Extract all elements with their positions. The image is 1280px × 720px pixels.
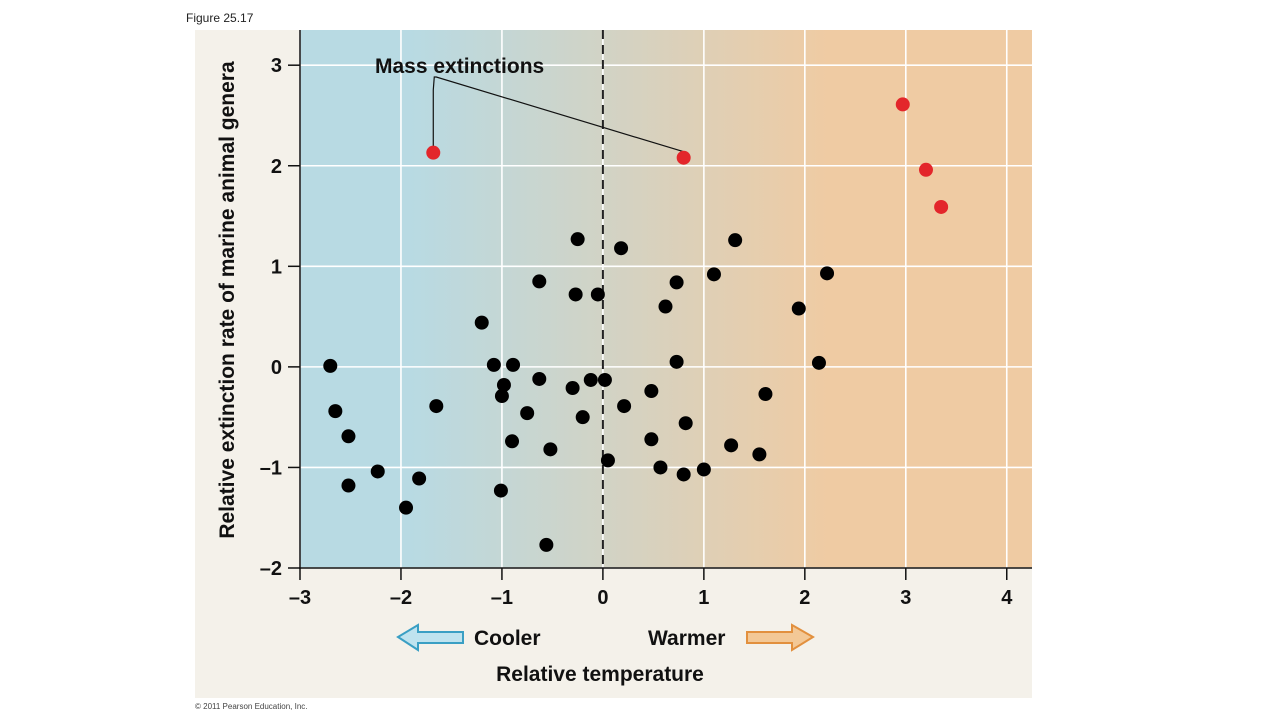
x-axis-title: Relative temperature <box>496 663 704 686</box>
data-point <box>669 275 684 290</box>
data-points <box>323 97 949 552</box>
data-point <box>791 301 806 316</box>
x-tick-label: 3 <box>900 587 911 609</box>
y-tick-label: –2 <box>260 558 282 580</box>
data-point <box>644 384 659 399</box>
y-tick-label: –1 <box>260 457 282 479</box>
x-tick-label: –2 <box>390 587 412 609</box>
data-point <box>341 478 356 493</box>
cooler-label: Cooler <box>474 627 541 650</box>
data-point <box>653 460 668 475</box>
figure-label: Figure 25.17 <box>186 11 254 25</box>
data-point <box>532 371 547 386</box>
warmer-label: Warmer <box>648 627 725 650</box>
y-tick-label: 1 <box>271 256 282 278</box>
data-point <box>328 404 343 419</box>
data-point <box>568 287 583 302</box>
data-point <box>412 471 427 486</box>
data-point <box>617 399 632 414</box>
cooler-arrow-icon <box>396 623 464 652</box>
x-tick-label: 0 <box>597 587 608 609</box>
data-point <box>520 406 535 421</box>
data-point <box>583 372 598 387</box>
y-tick-label: 3 <box>271 55 282 77</box>
annotation-leader-line <box>432 76 684 153</box>
data-point <box>724 438 739 453</box>
data-point <box>696 462 711 477</box>
data-point <box>506 357 521 372</box>
data-point <box>811 355 826 370</box>
y-axis-title: Relative extinction rate of marine anima… <box>216 61 239 539</box>
data-point <box>658 299 673 314</box>
annotation: Mass extinctions <box>375 55 684 153</box>
tick-labels: –3 –2 –1 0 1 2 3 4 –2 –1 0 1 2 3 <box>260 55 1013 609</box>
x-tick-label: 1 <box>698 587 709 609</box>
x-tick-label: –1 <box>491 587 513 609</box>
data-point <box>565 380 580 395</box>
plot-background <box>300 30 1032 568</box>
data-point <box>644 432 659 447</box>
data-point <box>539 537 554 552</box>
data-point <box>399 500 414 515</box>
data-point <box>429 399 444 414</box>
data-point <box>676 150 691 165</box>
data-point <box>496 377 511 392</box>
data-point <box>820 266 835 281</box>
axes <box>288 30 1032 580</box>
data-point <box>493 483 508 498</box>
data-point <box>323 358 338 373</box>
data-point <box>728 233 743 248</box>
data-point <box>669 354 684 369</box>
data-point <box>614 241 629 256</box>
annotation-mass-extinctions: Mass extinctions <box>375 55 544 78</box>
data-point <box>597 372 612 387</box>
data-point <box>370 464 385 479</box>
data-point <box>570 232 585 247</box>
data-point <box>895 97 910 112</box>
data-point <box>590 287 605 302</box>
data-point <box>600 453 615 468</box>
copyright-notice: © 2011 Pearson Education, Inc. <box>195 702 308 711</box>
data-point <box>474 315 489 330</box>
data-point <box>752 447 767 462</box>
data-point <box>426 145 441 160</box>
data-point <box>486 357 501 372</box>
data-point <box>543 442 558 457</box>
data-point <box>758 387 773 402</box>
data-point <box>532 274 547 289</box>
y-tick-label: 0 <box>271 357 282 379</box>
data-point <box>341 429 356 444</box>
data-point <box>575 410 590 425</box>
warmer-arrow-icon <box>746 623 815 652</box>
x-tick-label: 2 <box>799 587 810 609</box>
x-tick-label: 4 <box>1001 587 1013 609</box>
data-point <box>706 267 721 282</box>
data-point <box>934 199 949 214</box>
data-point <box>676 467 691 482</box>
data-point <box>678 416 693 431</box>
data-point <box>494 389 509 404</box>
y-tick-label: 2 <box>271 156 282 178</box>
data-point <box>505 434 520 449</box>
x-tick-label: –3 <box>289 587 311 609</box>
data-point <box>918 162 933 177</box>
